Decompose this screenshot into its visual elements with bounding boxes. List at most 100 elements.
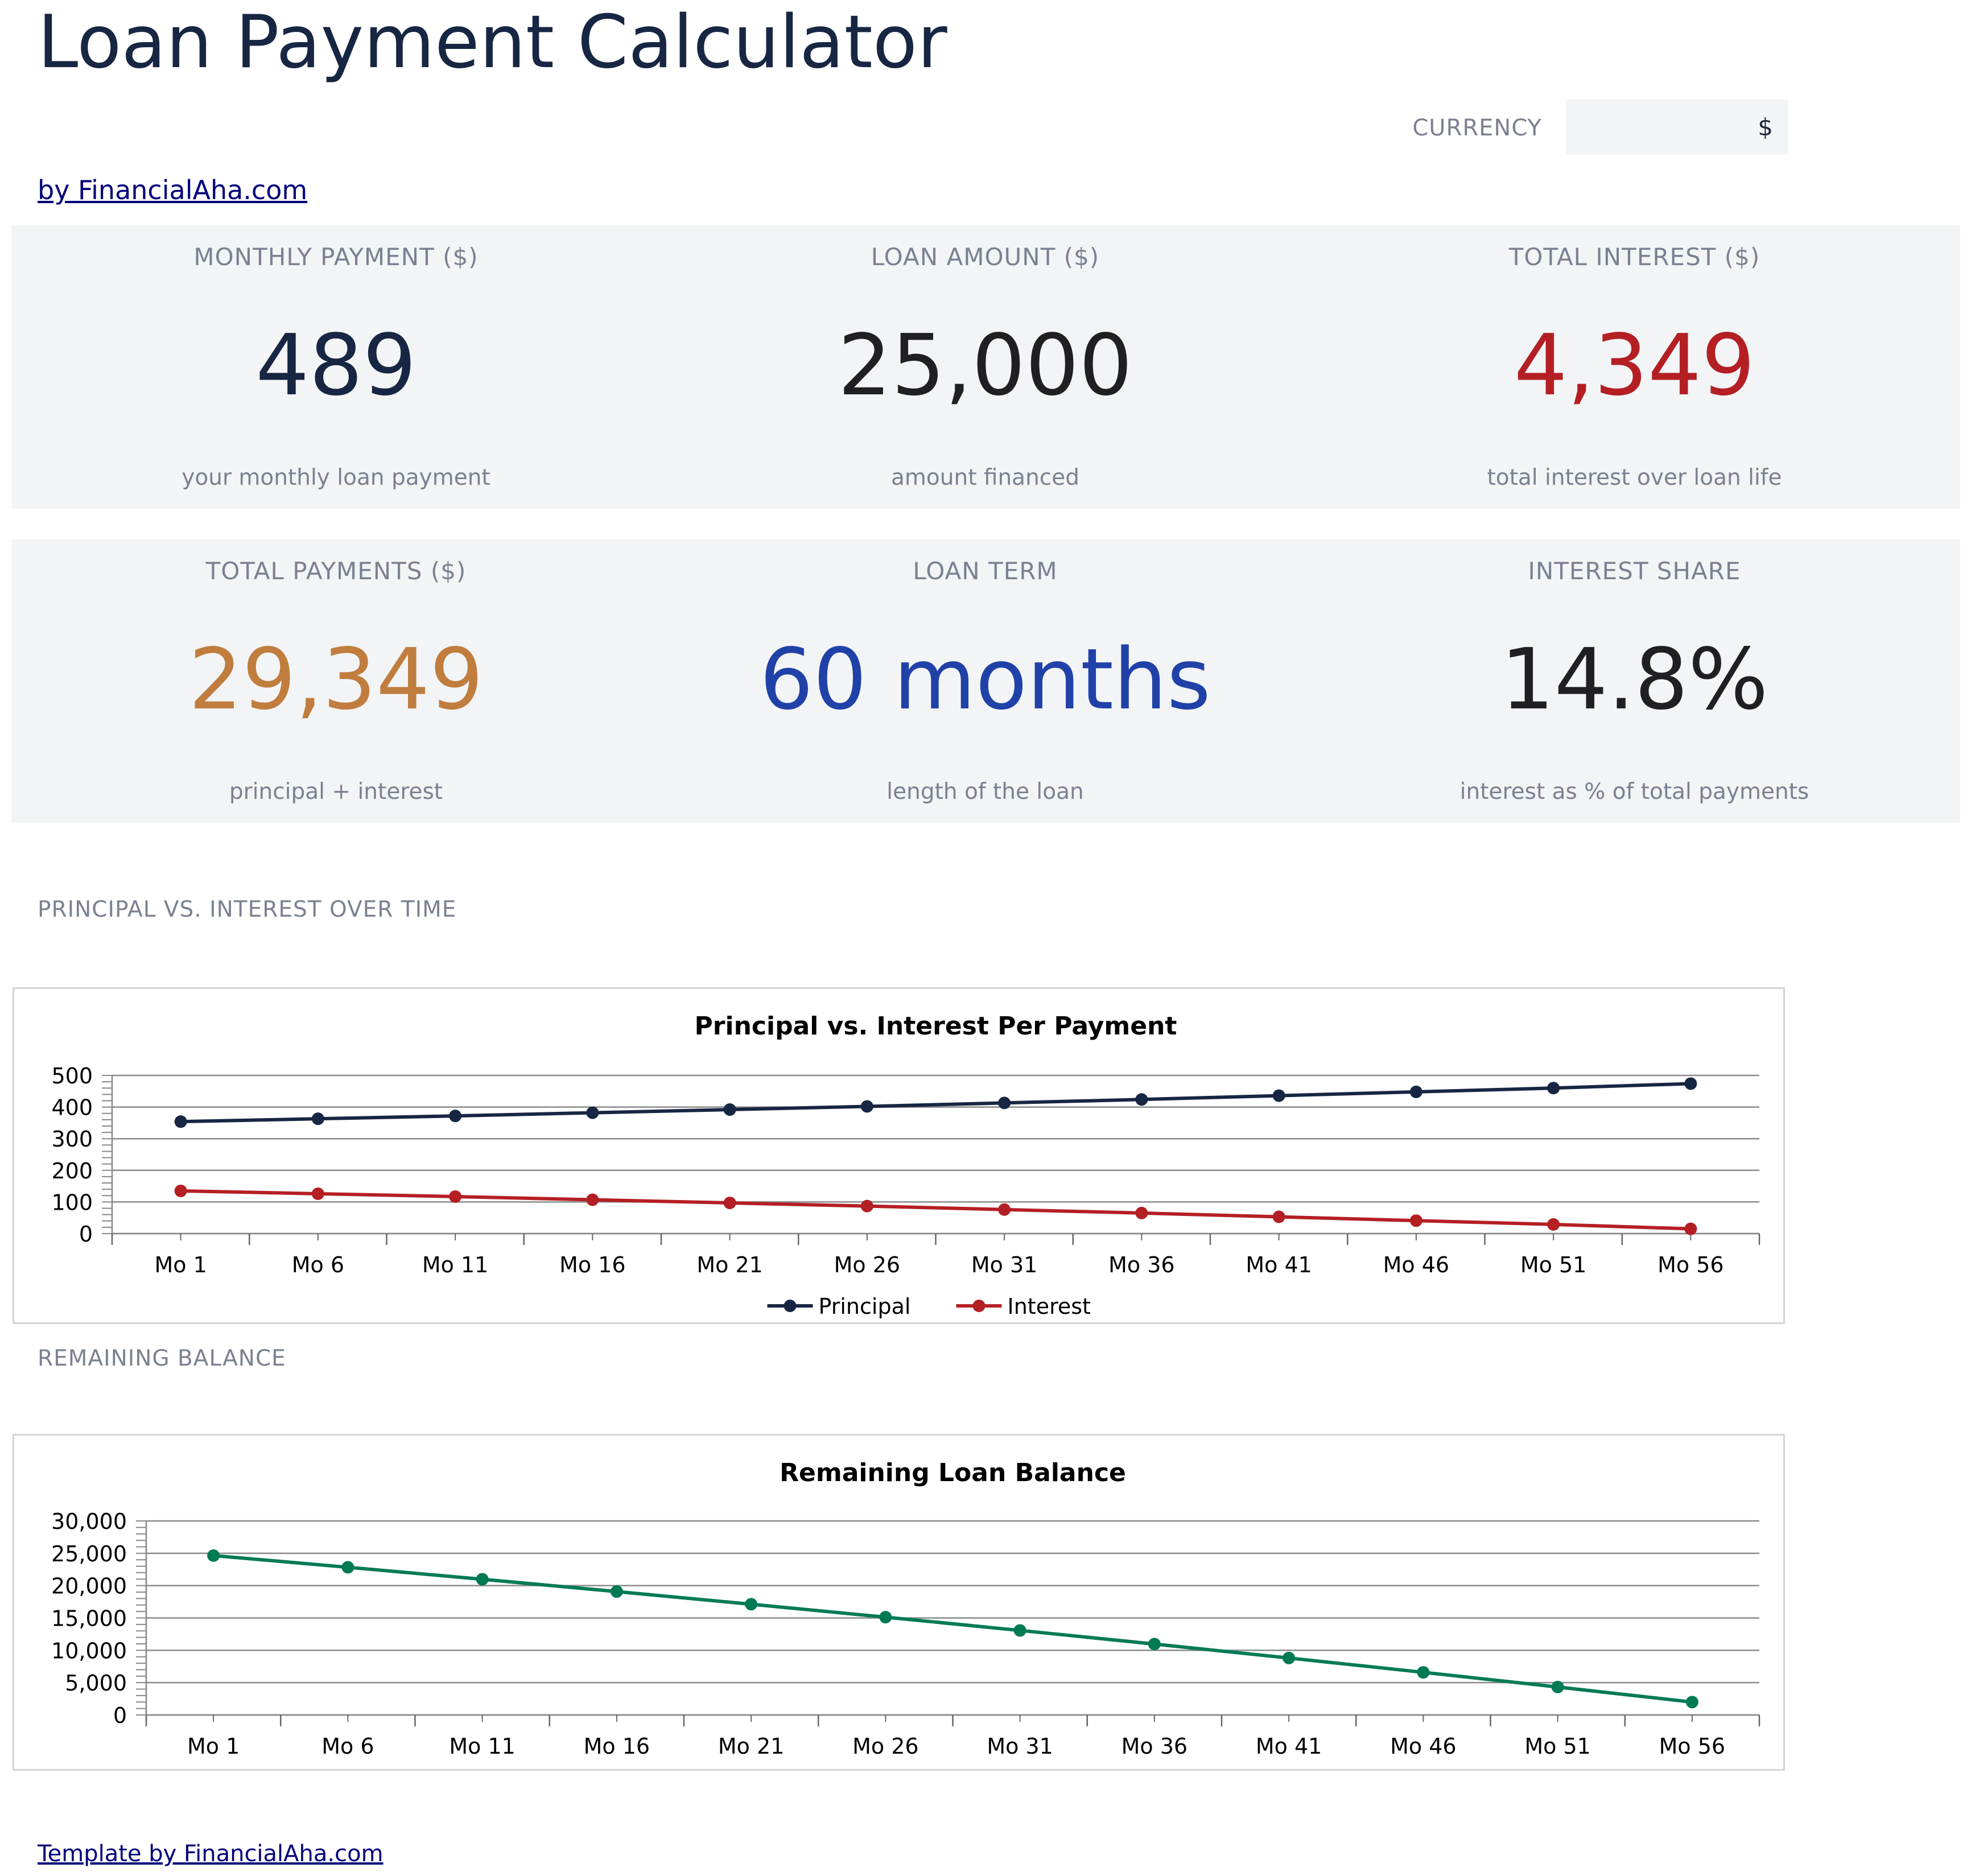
x-tick-label: Mo 6	[292, 1252, 344, 1277]
data-point-balance	[879, 1611, 892, 1624]
byline-link[interactable]: by FinancialAha.com	[38, 175, 308, 205]
kpi-row-1: MONTHLY PAYMENT ($) 489 your monthly loa…	[11, 225, 1960, 509]
data-point-principal	[1547, 1082, 1560, 1095]
data-point-principal	[311, 1112, 324, 1125]
data-point-balance	[476, 1573, 489, 1586]
chart-remaining-balance: Remaining Loan Balance 0 5,000 10,000 15,000…	[13, 1434, 1785, 1771]
kpi-card-loan-term: LOAN TERM 60 months length of the loan	[661, 539, 1310, 823]
data-point-balance	[745, 1598, 758, 1611]
y-tick-label: 500	[51, 1063, 93, 1089]
legend-label: Interest	[1008, 1294, 1091, 1319]
data-point-principal	[1409, 1085, 1422, 1098]
y-tick-label: 25,000	[51, 1541, 127, 1566]
data-point-interest	[998, 1203, 1011, 1216]
data-point-principal	[449, 1110, 462, 1123]
data-point-balance	[1148, 1638, 1161, 1651]
data-point-balance	[1417, 1666, 1430, 1679]
principal-interest-chart-svg: Principal vs. Interest Per Payment 0 100 20…	[51, 1012, 1760, 1319]
series-line-balance	[213, 1553, 1693, 1704]
section-label-remaining-balance: REMAINING BALANCE	[38, 1346, 286, 1371]
kpi-card-interest-share: INTEREST SHARE 14.8% interest as % of to…	[1310, 539, 1959, 823]
data-point-balance	[207, 1549, 220, 1562]
data-point-interest	[311, 1187, 324, 1200]
kpi-value: 489	[255, 316, 417, 414]
chart-title: Remaining Loan Balance	[780, 1458, 1126, 1487]
data-point-balance	[1013, 1624, 1026, 1637]
kpi-label: LOAN TERM	[913, 557, 1058, 585]
kpi-card-total-interest: TOTAL INTEREST ($) 4,349 total interest …	[1310, 225, 1959, 509]
legend-label: Principal	[819, 1294, 911, 1319]
x-tick-label: Mo 11	[449, 1734, 515, 1759]
currency-value: $	[1758, 113, 1773, 141]
data-point-interest	[1135, 1206, 1148, 1219]
data-point-balance	[1685, 1696, 1698, 1709]
kpi-value: 14.8%	[1500, 630, 1768, 728]
x-tick-label: Mo 41	[1256, 1734, 1322, 1759]
data-point-principal	[998, 1096, 1011, 1110]
series-line-principal	[180, 1082, 1691, 1124]
data-point-principal	[174, 1115, 187, 1128]
x-tick-label: Mo 31	[987, 1734, 1053, 1759]
data-point-interest	[723, 1197, 736, 1210]
x-tick-label: Mo 56	[1659, 1734, 1725, 1759]
section-label-principal-interest: PRINCIPAL VS. INTEREST OVER TIME	[38, 897, 457, 922]
kpi-value: 25,000	[838, 316, 1133, 414]
y-tick-label: 30,000	[51, 1509, 127, 1534]
data-point-balance	[610, 1585, 623, 1598]
x-tick-label: Mo 11	[422, 1252, 488, 1277]
x-tick-label: Mo 1	[154, 1252, 207, 1277]
kpi-subtext: your monthly loan payment	[182, 465, 490, 490]
kpi-card-loan-amount: LOAN AMOUNT ($) 25,000 amount financed	[661, 225, 1310, 509]
y-tick-label: 0	[113, 1703, 127, 1728]
kpi-subtext: principal + interest	[229, 779, 443, 805]
x-tick-label: Mo 41	[1246, 1252, 1312, 1277]
kpi-label: TOTAL INTEREST ($)	[1508, 243, 1760, 271]
data-point-balance	[341, 1561, 354, 1574]
y-tick-label: 10,000	[51, 1638, 127, 1663]
x-tick-label: Mo 21	[696, 1252, 762, 1277]
chart-title: Principal vs. Interest Per Payment	[695, 1012, 1177, 1041]
legend-marker	[784, 1300, 797, 1312]
currency-input[interactable]: $	[1566, 100, 1788, 155]
y-tick-label: 300	[51, 1127, 93, 1152]
data-point-interest	[586, 1193, 599, 1206]
data-point-principal	[1272, 1089, 1285, 1102]
y-tick-label: 15,000	[51, 1606, 127, 1631]
kpi-value: 29,349	[188, 630, 484, 728]
data-point-principal	[723, 1103, 736, 1116]
data-point-interest	[1272, 1210, 1285, 1223]
data-point-principal	[860, 1100, 873, 1113]
kpi-card-monthly-payment: MONTHLY PAYMENT ($) 489 your monthly loa…	[11, 225, 661, 509]
x-tick-label: Mo 31	[971, 1252, 1037, 1277]
page-title: Loan Payment Calculator	[38, 0, 947, 85]
x-tick-label: Mo 26	[834, 1252, 900, 1277]
y-tick-label: 100	[51, 1190, 93, 1215]
y-tick-label: 5,000	[65, 1671, 127, 1696]
kpi-label: MONTHLY PAYMENT ($)	[193, 243, 479, 271]
x-tick-label: Mo 51	[1520, 1252, 1586, 1277]
y-tick-label: 20,000	[51, 1574, 127, 1599]
x-tick-label: Mo 46	[1383, 1252, 1449, 1277]
kpi-label: LOAN AMOUNT ($)	[871, 243, 1100, 271]
x-tick-label: Mo 46	[1390, 1734, 1456, 1759]
legend-marker	[972, 1300, 986, 1312]
x-tick-label: Mo 1	[187, 1734, 240, 1759]
kpi-value: 4,349	[1514, 316, 1755, 414]
data-point-interest	[860, 1199, 873, 1213]
data-point-interest	[449, 1190, 462, 1203]
data-point-interest	[174, 1184, 187, 1197]
kpi-subtext: amount financed	[891, 465, 1079, 490]
kpi-subtext: interest as % of total payments	[1459, 779, 1809, 805]
kpi-subtext: length of the loan	[886, 779, 1084, 805]
remaining-balance-chart-svg: Remaining Loan Balance 0 5,000 10,000 15,000…	[51, 1458, 1760, 1759]
currency-label: CURRENCY	[1412, 115, 1542, 141]
x-tick-label: Mo 26	[852, 1734, 918, 1759]
footer-link[interactable]: Template by FinancialAha.com	[38, 1841, 384, 1867]
x-tick-label: Mo 6	[321, 1734, 374, 1759]
kpi-card-total-payments: TOTAL PAYMENTS ($) 29,349 principal + in…	[11, 539, 661, 823]
x-tick-label: Mo 56	[1657, 1252, 1723, 1277]
chart-principal-interest: Principal vs. Interest Per Payment 0 100 20…	[13, 987, 1785, 1324]
x-tick-label: Mo 36	[1121, 1734, 1187, 1759]
data-point-balance	[1283, 1651, 1296, 1664]
y-tick-label: 0	[79, 1222, 93, 1247]
